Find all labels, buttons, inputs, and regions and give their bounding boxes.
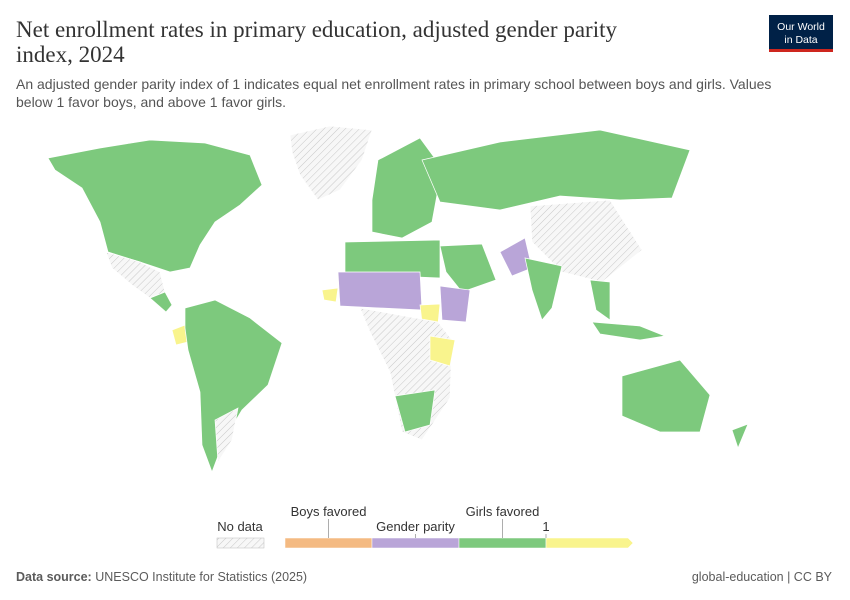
source: Data source: UNESCO Institute for Statis… (16, 570, 307, 584)
legend-label: 1 (542, 519, 549, 534)
subtitle: below 1 favor boys, and above 1 favor gi… (16, 94, 286, 110)
legend-bin (545, 537, 634, 549)
logo-box (769, 15, 833, 51)
country-boys-favored (337, 271, 423, 311)
logo[interactable]: Our World in Data (769, 15, 833, 52)
logo-text: Our World (777, 21, 825, 33)
map (47, 125, 749, 474)
country-girls-favored (344, 239, 441, 279)
legend-bin (458, 537, 547, 549)
country-girls-favored (184, 299, 283, 474)
country-boys-favored (499, 237, 533, 277)
legend-label: Girls favored (466, 504, 540, 519)
country-girls-favored (439, 243, 497, 293)
legend-bin (371, 537, 460, 549)
country-no-data (289, 125, 373, 201)
legend-label: No data (217, 519, 263, 534)
legend-no-data (216, 537, 265, 549)
legend: No data Boys favored Gender parity Girls f… (216, 504, 634, 549)
legend-bin (284, 537, 373, 549)
country-girls-favored (371, 137, 443, 239)
country-girls-favored (589, 279, 611, 321)
country-girls-favored (429, 335, 456, 367)
legend-label: Gender parity (376, 519, 455, 534)
title: index, 2024 (16, 42, 125, 67)
source-text: UNESCO Institute for Statistics (2025) (95, 570, 307, 584)
country-girls-favored (621, 359, 711, 433)
country-boys-favored (439, 285, 471, 323)
country-girls-favored (149, 291, 173, 313)
country-girls-favored (731, 423, 749, 449)
subtitle: An adjusted gender parity index of 1 ind… (16, 76, 771, 92)
legend-label: Boys favored (291, 504, 367, 519)
title: Net enrollment rates in primary educatio… (16, 17, 617, 42)
logo-stripe (769, 49, 833, 52)
source-label: Data source: (16, 570, 92, 584)
country-girls-favored (591, 321, 667, 341)
country-girls-favored (394, 389, 436, 433)
country-girls-favored (524, 257, 563, 321)
country-no-data (214, 407, 239, 464)
country-girls-favored (321, 287, 339, 303)
country-girls-favored (421, 129, 691, 211)
license: global-education | CC BY (692, 570, 833, 584)
country-girls-favored (47, 139, 263, 273)
logo-text: in Data (784, 34, 817, 46)
